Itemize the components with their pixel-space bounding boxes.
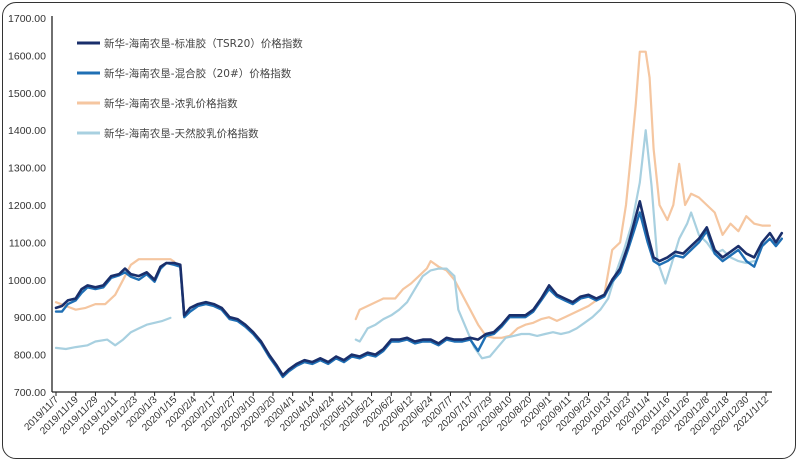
series-line	[354, 50, 771, 339]
y-tick-label: 1600.00	[8, 50, 46, 62]
chart-frame	[2, 2, 796, 459]
y-tick-label: 1000.00	[8, 275, 46, 287]
y-tick-label: 900.00	[14, 312, 46, 324]
series-line	[54, 211, 783, 379]
y-tick-label: 1300.00	[8, 163, 46, 175]
y-tick-label: 1700.00	[8, 13, 46, 25]
y-tick-label: 700.00	[14, 387, 46, 399]
series-line	[354, 129, 756, 360]
legend-label: 新华-海南农垦-混合胶（20#）价格指数	[104, 67, 292, 80]
y-tick-label: 1400.00	[8, 125, 46, 137]
series-line	[54, 258, 176, 311]
legend-label: 新华-海南农垦-天然胶乳价格指数	[104, 127, 259, 140]
y-axis: 700.00 800.00 900.00 1000.00 1100.00 1200.00 1…	[8, 13, 53, 399]
y-tick-label: 1200.00	[8, 200, 46, 212]
legend: 新华-海南农垦-标准胶（TSR20）价格指数新华-海南农垦-混合胶（20#）价格…	[77, 37, 303, 140]
y-tick-label: 1100.00	[9, 237, 46, 249]
y-tick-label: 800.00	[14, 350, 46, 362]
series-line	[54, 316, 172, 351]
x-axis: 2019/11/72019/11/192019/11/292019/12/112…	[22, 391, 772, 438]
legend-label: 新华-海南农垦-浓乳价格指数	[104, 97, 238, 110]
series-line	[54, 200, 784, 377]
legend-label: 新华-海南农垦-标准胶（TSR20）价格指数	[104, 37, 303, 50]
y-tick-label: 1500.00	[8, 88, 46, 100]
series-lines	[54, 50, 784, 379]
